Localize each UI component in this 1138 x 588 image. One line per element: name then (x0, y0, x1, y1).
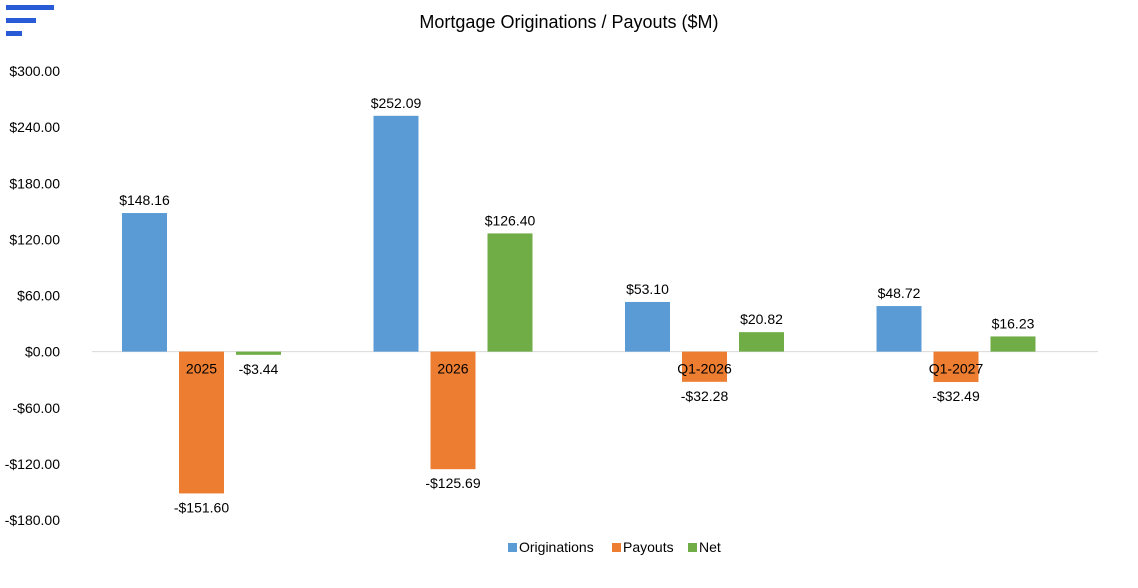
category-label: Q1-2026 (677, 361, 732, 377)
data-label: $126.40 (485, 212, 536, 228)
bars-group (122, 115, 1036, 494)
legend-label-payouts: Payouts (623, 539, 674, 555)
data-label: $20.82 (740, 311, 783, 327)
bar-payouts-q1-2027 (933, 351, 979, 383)
bar-net-q1-2026 (739, 332, 784, 352)
data-label: -$151.60 (174, 499, 229, 515)
legend-label-originations: Originations (519, 539, 594, 555)
data-label: $53.10 (626, 281, 669, 297)
data-label: $48.72 (878, 285, 921, 301)
legend-swatch-net (688, 543, 697, 552)
chart-title: Mortgage Originations / Payouts ($M) (419, 12, 718, 32)
menu-line (6, 18, 36, 23)
data-label: -$32.49 (932, 388, 980, 404)
bar-net-2026 (487, 233, 533, 352)
bar-net-2025 (236, 351, 281, 355)
legend-label-net: Net (699, 539, 721, 555)
hamburger-menu-icon[interactable] (6, 5, 56, 39)
y-tick-label: $0.00 (25, 344, 60, 360)
bar-originations-2026 (373, 115, 419, 352)
data-label: $16.23 (992, 315, 1035, 331)
category-label: 2026 (437, 361, 468, 377)
bar-originations-q1-2027 (876, 306, 922, 352)
y-tick-label: $300.00 (9, 63, 60, 79)
y-axis: $300.00 $240.00 $180.00 $120.00 $60.00 $0.00 -… (5, 63, 1098, 528)
data-label: -$32.28 (681, 388, 729, 404)
bar-payouts-2026 (430, 351, 476, 470)
data-label: $148.16 (119, 192, 170, 208)
bar-originations-2025 (122, 213, 167, 352)
y-tick-label: -$60.00 (13, 400, 61, 416)
menu-line (6, 5, 54, 10)
y-tick-label: -$180.00 (5, 512, 60, 528)
bar-originations-q1-2026 (625, 301, 670, 352)
category-label: Q1-2027 (929, 361, 984, 377)
data-label: -$125.69 (425, 475, 480, 491)
legend-swatch-originations (508, 543, 517, 552)
category-label: 2025 (186, 361, 217, 377)
y-tick-label: $240.00 (9, 119, 60, 135)
value-labels-group: $148.16 -$151.60 -$3.44 $252.09 -$125.69 $126… (119, 95, 1034, 516)
y-tick-label: $180.00 (9, 175, 60, 191)
bar-payouts-2025 (179, 351, 224, 494)
y-tick-label: -$120.00 (5, 456, 60, 472)
data-label: $252.09 (371, 95, 422, 111)
category-labels-group: 2025 2026 Q1-2026 Q1-2027 (186, 361, 984, 377)
data-label: -$3.44 (239, 361, 279, 377)
bar-net-q1-2027 (990, 336, 1036, 352)
legend-swatch-payouts (612, 543, 621, 552)
y-tick-label: $120.00 (9, 231, 60, 247)
y-tick-label: $60.00 (17, 288, 60, 304)
bar-payouts-q1-2026 (682, 351, 727, 382)
legend: Originations Payouts Net (508, 539, 721, 555)
menu-line (6, 31, 22, 36)
